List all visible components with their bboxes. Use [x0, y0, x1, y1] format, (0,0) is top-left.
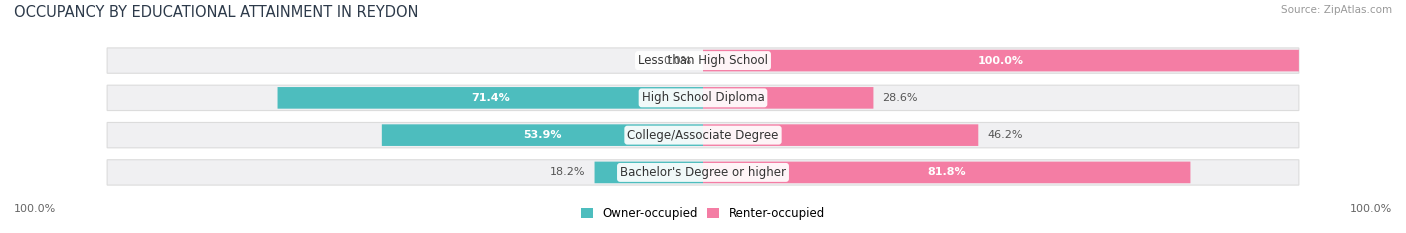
Text: 53.9%: 53.9%: [523, 130, 561, 140]
FancyBboxPatch shape: [382, 124, 703, 146]
Text: 18.2%: 18.2%: [550, 168, 586, 177]
Text: Source: ZipAtlas.com: Source: ZipAtlas.com: [1281, 5, 1392, 15]
FancyBboxPatch shape: [107, 160, 1299, 185]
Text: 100.0%: 100.0%: [979, 56, 1024, 65]
Legend: Owner-occupied, Renter-occupied: Owner-occupied, Renter-occupied: [576, 202, 830, 225]
Text: College/Associate Degree: College/Associate Degree: [627, 129, 779, 142]
FancyBboxPatch shape: [703, 124, 979, 146]
Text: 46.2%: 46.2%: [987, 130, 1022, 140]
FancyBboxPatch shape: [703, 87, 873, 109]
Text: 71.4%: 71.4%: [471, 93, 509, 103]
Text: Bachelor's Degree or higher: Bachelor's Degree or higher: [620, 166, 786, 179]
Text: OCCUPANCY BY EDUCATIONAL ATTAINMENT IN REYDON: OCCUPANCY BY EDUCATIONAL ATTAINMENT IN R…: [14, 5, 419, 20]
Text: 81.8%: 81.8%: [928, 168, 966, 177]
Text: 100.0%: 100.0%: [1350, 204, 1392, 214]
FancyBboxPatch shape: [277, 87, 703, 109]
FancyBboxPatch shape: [107, 123, 1299, 148]
Text: High School Diploma: High School Diploma: [641, 91, 765, 104]
FancyBboxPatch shape: [703, 162, 1191, 183]
Text: 28.6%: 28.6%: [883, 93, 918, 103]
Text: 100.0%: 100.0%: [14, 204, 56, 214]
Text: 0.0%: 0.0%: [662, 56, 692, 65]
FancyBboxPatch shape: [703, 50, 1299, 71]
Text: Less than High School: Less than High School: [638, 54, 768, 67]
FancyBboxPatch shape: [107, 85, 1299, 110]
FancyBboxPatch shape: [107, 48, 1299, 73]
FancyBboxPatch shape: [595, 162, 703, 183]
